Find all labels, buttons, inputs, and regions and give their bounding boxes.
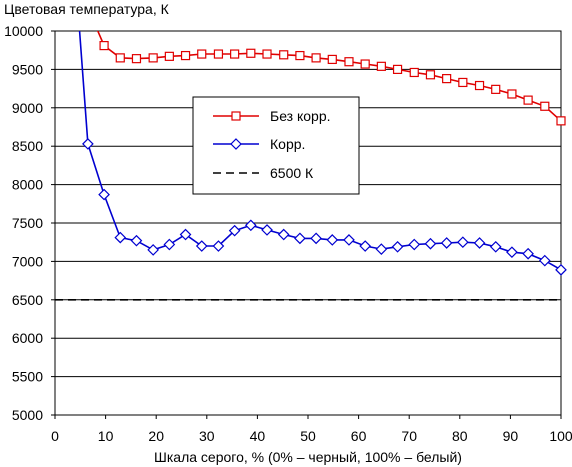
y-axis: 5000 5500 6000 6500 7000 7500 8000 8500 9000 9500… [4, 23, 55, 423]
data-point-no-correction [376, 61, 386, 71]
data-point-correction [506, 246, 518, 259]
y-tick-label: 10000 [4, 23, 43, 39]
data-point-correction [440, 237, 453, 249]
data-point-no-correction [311, 53, 321, 63]
data-point-correction [326, 234, 339, 246]
data-point-no-correction [409, 67, 419, 78]
x-tick-label: 100 [549, 428, 572, 444]
y-tick-label: 9500 [12, 61, 43, 77]
data-point-no-correction [99, 40, 109, 51]
data-point-no-correction [540, 101, 550, 111]
y-tick-label: 5500 [12, 369, 43, 385]
legend-marker-correction [230, 138, 242, 150]
data-point-correction [277, 228, 290, 241]
data-point-correction [195, 240, 208, 252]
data-point-no-correction [115, 53, 125, 63]
data-point-no-correction [474, 80, 485, 91]
x-tick-label: 90 [503, 428, 519, 444]
y-tick-label: 9000 [12, 100, 43, 116]
data-point-no-correction [213, 49, 224, 59]
data-point-no-correction [523, 95, 533, 105]
x-tick-label: 80 [452, 428, 468, 444]
y-tick-label: 6500 [12, 292, 43, 308]
y-tick-label: 7500 [12, 215, 43, 231]
markers-layer [82, 40, 567, 276]
x-tick-label: 20 [148, 428, 164, 444]
data-point-no-correction [491, 84, 501, 94]
data-point-correction [555, 263, 567, 276]
data-point-no-correction [180, 50, 191, 61]
data-point-no-correction [262, 49, 272, 59]
data-point-no-correction [442, 74, 452, 84]
data-point-correction [489, 240, 502, 253]
data-point-correction [82, 138, 94, 150]
data-point-correction [244, 219, 257, 232]
data-point-no-correction [148, 53, 158, 63]
data-point-correction [310, 232, 322, 245]
x-axis: 0 10 20 30 40 50 60 70 80 90 100 [51, 415, 572, 444]
x-tick-label: 30 [199, 428, 215, 444]
data-point-correction [179, 228, 192, 241]
x-tick-label: 40 [250, 428, 266, 444]
data-point-no-correction [392, 64, 403, 75]
data-point-no-correction [327, 54, 337, 65]
data-point-no-correction [344, 57, 354, 67]
legend-label-target-6500k: 6500 К [270, 165, 314, 181]
y-tick-label: 8500 [12, 138, 43, 154]
data-point-correction [147, 244, 160, 256]
data-point-correction [375, 243, 388, 255]
data-point-correction [130, 234, 143, 247]
legend-label-correction: Корр. [270, 136, 305, 152]
legend-marker-no-correction [231, 111, 241, 121]
data-point-correction [163, 238, 176, 251]
data-point-no-correction [458, 77, 468, 88]
data-point-no-correction [295, 50, 305, 61]
data-point-no-correction [425, 70, 436, 80]
legend: Без корр. Корр. 6500 К [192, 96, 360, 195]
data-point-no-correction [246, 48, 256, 58]
x-tick-label: 0 [51, 428, 59, 444]
x-axis-title: Шкала серого, % (0% – черный, 100% – бел… [154, 449, 462, 465]
data-point-correction [391, 240, 404, 253]
data-point-correction [228, 224, 241, 237]
data-point-no-correction [131, 54, 142, 64]
x-tick-label: 10 [98, 428, 114, 444]
data-point-correction [359, 240, 372, 252]
data-point-no-correction [230, 49, 240, 59]
data-point-correction [424, 237, 437, 250]
data-point-no-correction [360, 59, 370, 69]
y-tick-label: 7000 [12, 253, 43, 269]
x-tick-label: 50 [300, 428, 316, 444]
data-point-no-correction [507, 89, 517, 99]
data-point-correction [261, 224, 273, 236]
data-point-no-correction [279, 50, 289, 60]
legend-label-no-correction: Без корр. [270, 108, 331, 124]
data-point-correction [522, 247, 534, 260]
data-point-no-correction [164, 51, 174, 61]
data-point-correction [456, 236, 469, 249]
data-point-correction [343, 234, 355, 246]
data-point-correction [98, 188, 110, 201]
data-point-correction [473, 237, 486, 249]
data-point-correction [212, 240, 225, 252]
data-point-correction [114, 231, 127, 244]
data-point-correction [294, 232, 306, 245]
legend-box [192, 96, 360, 195]
y-tick-label: 5000 [12, 407, 43, 423]
y-tick-label: 6000 [12, 330, 43, 346]
x-tick-label: 70 [401, 428, 417, 444]
x-tick-label: 60 [351, 428, 367, 444]
data-point-correction [408, 238, 421, 251]
data-point-no-correction [197, 49, 207, 59]
y-tick-label: 8000 [12, 177, 43, 193]
y-axis-title: Цветовая температура, К [4, 1, 170, 17]
data-point-correction [538, 254, 551, 267]
data-point-no-correction [556, 116, 566, 126]
